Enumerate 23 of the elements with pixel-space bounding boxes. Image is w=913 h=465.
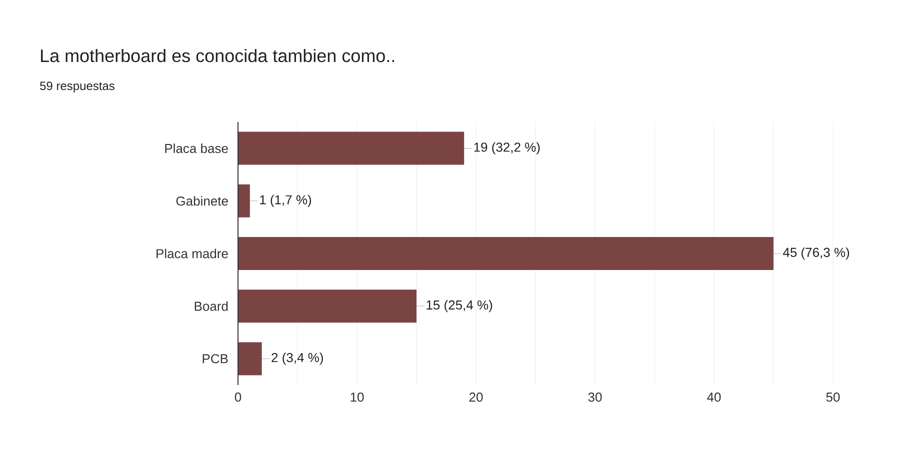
x-tick-label: 20 [469,392,483,402]
y-tick-label: Placa madre [156,248,228,258]
bar [238,342,262,376]
x-tick-label: 0 [234,392,242,402]
x-tick-label: 50 [826,392,840,402]
bar [238,184,250,218]
x-tick-label: 30 [588,392,602,402]
bar [238,290,416,323]
y-tick-label: Gabinete [176,196,228,206]
x-tick-label: 10 [350,392,364,402]
data-label: 19 (32,2 %) [474,142,540,154]
x-tick-label: 40 [707,392,721,402]
data-label: 45 (76,3 %) [782,247,850,260]
bar [238,132,464,165]
y-tick-label: Placa base [165,144,228,154]
data-label: 15 (25,4 %) [426,300,492,312]
y-tick-label: PCB [202,354,228,364]
bar [238,237,774,270]
text: 59 respuestas [40,82,114,92]
data-label: 2 (3,4 %) [272,352,323,365]
data-label: 1 (1,7 %) [260,194,312,207]
chart-title: La motherboard es conocida tambien como.. [41,48,394,62]
y-tick-label: Board [194,301,228,311]
